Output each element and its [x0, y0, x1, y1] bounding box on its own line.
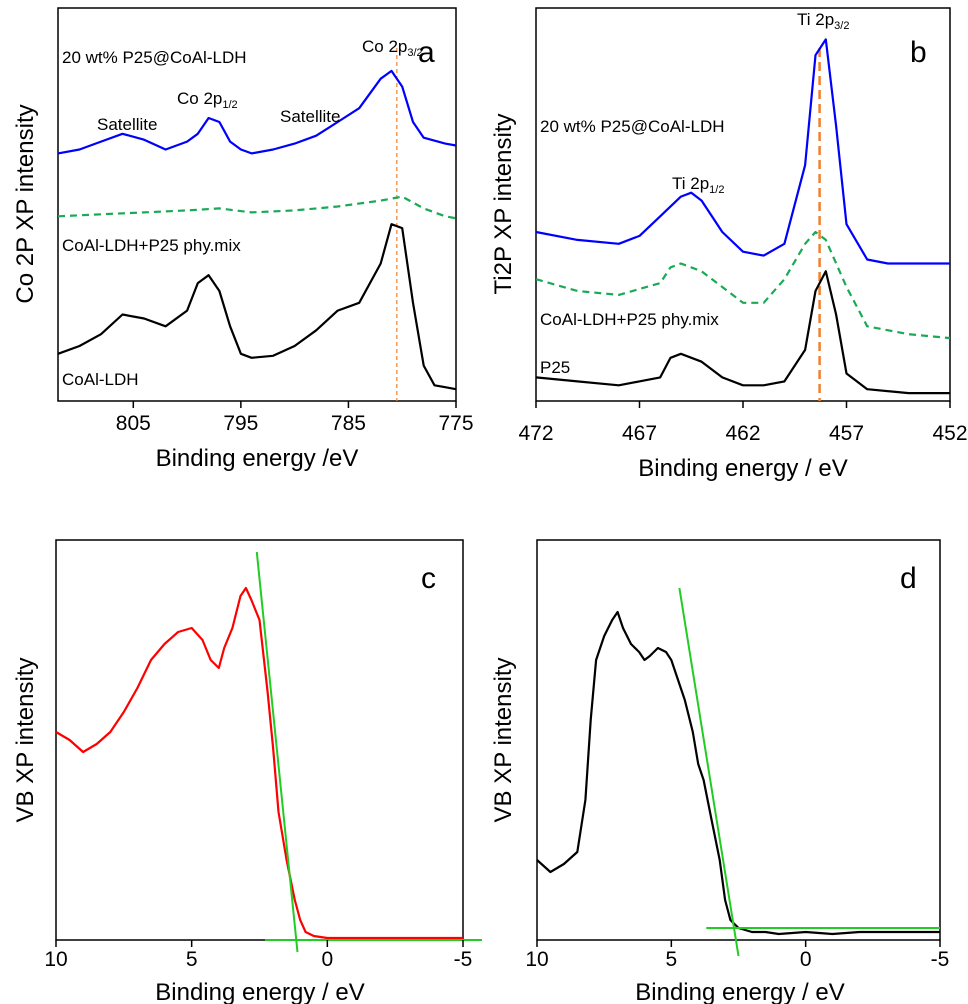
- panel-c-xtick-label-3: 0: [321, 948, 333, 971]
- panel-a-series3-label: CoAl-LDH: [62, 370, 139, 389]
- panel-b-xtick-label-2: 467: [622, 422, 657, 445]
- panel-a-xtick-label-2: 795: [223, 412, 258, 435]
- panel-b-xtick-label-4: 457: [829, 422, 864, 445]
- panel-c-series-1-line: [55, 586, 463, 940]
- panel-a-xtick-label-4: 775: [438, 412, 473, 435]
- panel-a-series-1-line: [57, 69, 457, 155]
- panel-a-frame: [57, 7, 457, 402]
- panel-b: 472 467 462 457 452 b 20 wt% P25@CoAl-LDH Co…: [490, 7, 968, 482]
- panel-c-xtick-label-4: -5: [454, 948, 473, 971]
- panel-b-series2-label: CoAl-LDH+P25 phy.mix: [540, 310, 719, 329]
- panel-a-series2-label: CoAl-LDH+P25 phy.mix: [62, 236, 241, 255]
- panel-a-series1-label: 20 wt% P25@CoAl-LDH: [62, 48, 247, 67]
- panel-b-xtick-label-5: 452: [932, 422, 967, 445]
- panel-d-xlabel: Binding energy / eV: [635, 979, 844, 1004]
- panel-c-plot: [55, 551, 482, 953]
- panel-a-xtick-label-3: 785: [331, 412, 366, 435]
- panel-d-series-1-line: [536, 610, 940, 936]
- panel-a: 805 795 785 775 a 20 wt% P25@CoAl-LDH CoAl-…: [12, 7, 474, 472]
- panel-a-series-3-line: [57, 223, 457, 391]
- panel-b-ti2p32-label: Ti 2p3/2: [797, 10, 849, 32]
- panel-c-xlabel: Binding energy / eV: [155, 979, 364, 1004]
- panel-b-ticks: 472 467 462 457 452: [518, 401, 968, 445]
- panel-c-frame: [55, 539, 464, 941]
- panel-c-ticks: 10 5 0 -5: [44, 940, 472, 971]
- panel-d-xtick-label-4: -5: [931, 948, 950, 971]
- panel-a-satellite-1: Satellite: [97, 115, 157, 134]
- panel-c-fit-line-1: [255, 551, 299, 953]
- panel-b-frame: [535, 7, 951, 402]
- panel-b-series-1-line: [535, 38, 950, 265]
- panel-c-xtick-label-1: 10: [44, 948, 67, 971]
- panel-a-satellite-2: Satellite: [280, 107, 340, 126]
- panel-c-ylabel: VB XP intensity: [12, 658, 39, 823]
- panel-b-xtick-label-3: 462: [725, 422, 760, 445]
- panel-c-letter: c: [421, 562, 436, 595]
- panel-b-plot: [535, 38, 951, 401]
- panel-a-xlabel: Binding energy /eV: [156, 445, 359, 472]
- panel-a-co2p32-label: Co 2p3/2: [362, 37, 423, 59]
- panel-d-ticks: 10 5 0 -5: [525, 940, 949, 971]
- panel-d: 10 5 0 -5 d VB XP intensity Binding energy …: [490, 539, 949, 1004]
- panel-b-xtick-label-1: 472: [518, 422, 553, 445]
- panel-d-xtick-label-1: 10: [525, 948, 548, 971]
- panel-a-ylabel: Co 2P XP intensity: [12, 104, 39, 303]
- panel-b-series-2-line: [535, 230, 951, 340]
- panel-b-ylabel: Ti2P XP intensity: [490, 114, 517, 295]
- panel-d-letter: d: [900, 562, 917, 595]
- panel-b-xlabel: Binding energy / eV: [638, 455, 847, 482]
- panel-c: 10 5 0 -5 c VB XP intensity Binding energy …: [12, 539, 482, 1004]
- panel-b-series1-label: 20 wt% P25@CoAl-LDH: [540, 117, 725, 136]
- panel-d-frame: [536, 539, 941, 941]
- panel-a-letter: a: [418, 36, 435, 69]
- panel-c-xtick-label-2: 5: [186, 948, 198, 971]
- panel-d-ylabel: VB XP intensity: [490, 658, 517, 823]
- panel-a-ticks: 805 795 785 775: [116, 401, 474, 435]
- panel-d-plot: [536, 587, 940, 957]
- panel-b-series3-label: P25: [540, 358, 570, 377]
- panel-a-co2p12-label: Co 2p1/2: [177, 89, 238, 111]
- panel-a-plot: [57, 48, 457, 401]
- panel-d-fit-line-1: [678, 587, 740, 957]
- panel-a-xtick-label-1: 805: [116, 412, 151, 435]
- panel-b-letter: b: [910, 36, 927, 69]
- panel-d-xtick-label-2: 5: [665, 948, 677, 971]
- panel-d-xtick-label-3: 0: [800, 948, 812, 971]
- panel-b-series-3-line: [535, 270, 950, 395]
- panel-b-ti2p12-label: Ti 2p1/2: [672, 174, 724, 196]
- panel-a-series-2-line: [57, 195, 457, 220]
